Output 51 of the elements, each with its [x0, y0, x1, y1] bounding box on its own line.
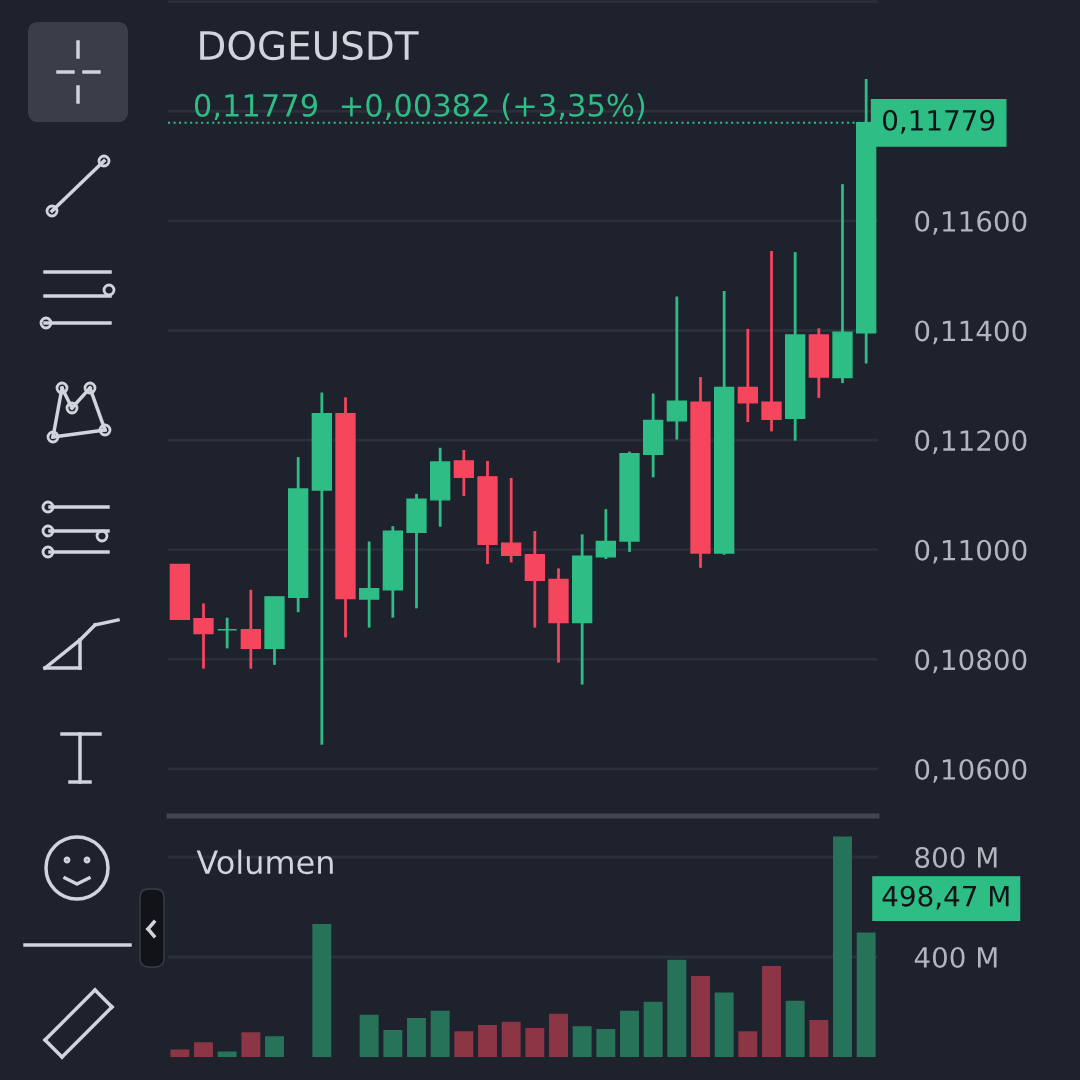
bar: [241, 1032, 261, 1057]
bar: [549, 1013, 568, 1057]
y-tick-label: 0,11200: [915, 430, 1027, 454]
bar: [762, 966, 781, 1057]
bar: [572, 1026, 592, 1057]
ref-line-label: 0,11779: [883, 109, 995, 134]
candlestick: [737, 327, 758, 424]
text: Volumen: [196, 849, 333, 875]
candlestick: [761, 249, 782, 433]
bar: [833, 836, 852, 1057]
candlestick: [595, 507, 616, 561]
bar: [525, 1028, 545, 1057]
y-tick-label: 800 M: [915, 846, 997, 868]
bar: [383, 1030, 403, 1057]
candlestick: [666, 295, 687, 441]
candlestick: [453, 448, 474, 498]
bar: [217, 1051, 237, 1057]
text: 498,47 M: [882, 885, 1009, 910]
bar: [478, 1025, 497, 1057]
candlestick: [501, 476, 522, 564]
text: DOGEUSDT: [200, 30, 419, 61]
bar: [667, 959, 687, 1057]
bar: [359, 1014, 379, 1057]
bar: [809, 1020, 829, 1057]
candlestick: [193, 602, 214, 671]
bar: [170, 1049, 190, 1057]
y-tick-label: 0,11000: [915, 539, 1027, 564]
bar: [785, 1000, 805, 1057]
bar: [738, 1031, 758, 1057]
bar: [856, 932, 876, 1057]
y-tick-label: 0,10600: [915, 758, 1027, 783]
bar: [407, 1018, 426, 1057]
candlestick: [217, 616, 238, 650]
bar: [714, 992, 734, 1057]
bar: [430, 1010, 450, 1057]
bar: [265, 1036, 284, 1057]
bar: [643, 1001, 663, 1057]
y-tick-label: 0,11400: [915, 320, 1027, 345]
annotation: 0,11779 +0,00382 (+3,35%): [194, 93, 645, 121]
bar: [194, 1042, 213, 1057]
bar: [312, 924, 332, 1057]
candlestick: [359, 540, 380, 629]
bar: [501, 1021, 521, 1057]
y-tick-label: 400 M: [914, 946, 997, 968]
bar: [596, 1029, 616, 1057]
bar: [454, 1031, 474, 1057]
candlestick: [240, 588, 261, 671]
y-tick-label: 0,10800: [915, 649, 1027, 674]
bar: [691, 976, 710, 1057]
bar: [620, 1010, 639, 1057]
y-tick-label: 0,11600: [915, 210, 1027, 235]
